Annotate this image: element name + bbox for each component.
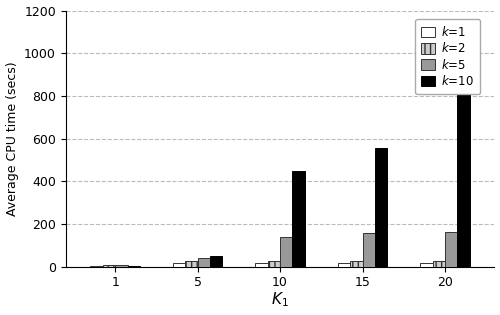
Bar xyxy=(445,232,458,266)
Bar xyxy=(420,263,432,266)
X-axis label: $K_1$: $K_1$ xyxy=(271,291,289,309)
Bar xyxy=(268,261,280,266)
Bar xyxy=(292,171,305,266)
Bar xyxy=(338,263,350,266)
Bar xyxy=(198,258,210,266)
Bar xyxy=(115,265,128,266)
Legend: $k$=1, $k$=2, $k$=5, $k$=10: $k$=1, $k$=2, $k$=5, $k$=10 xyxy=(416,19,480,94)
Bar xyxy=(350,261,362,266)
Bar xyxy=(362,233,375,266)
Bar xyxy=(432,261,445,266)
Bar xyxy=(280,237,292,266)
Bar xyxy=(186,261,198,266)
Bar xyxy=(103,265,115,266)
Bar xyxy=(210,255,222,266)
Bar xyxy=(458,59,469,266)
Y-axis label: Average CPU time (secs): Average CPU time (secs) xyxy=(6,61,18,216)
Bar xyxy=(375,148,388,266)
Bar xyxy=(256,263,268,266)
Bar xyxy=(173,263,186,266)
